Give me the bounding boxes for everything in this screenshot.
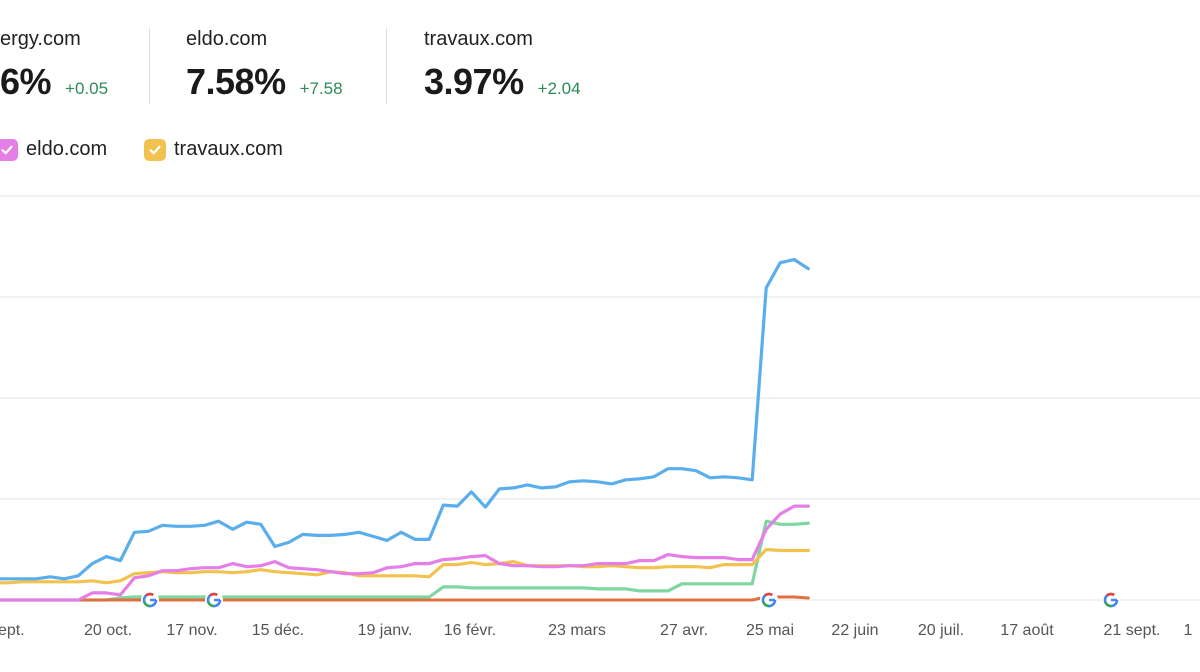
x-tick-label: 21 sept. [1104, 622, 1161, 639]
google-g-icon[interactable] [760, 591, 778, 609]
visibility-line-chart: ept. 20 oct. 17 nov. 15 déc. 19 janv. 16 févr… [0, 195, 1200, 639]
series-line [0, 519, 810, 602]
checkbox-checked-icon[interactable] [0, 138, 18, 161]
metric-delta: +7.58 [299, 79, 343, 98]
metric-value: 6% [0, 61, 52, 102]
series-line [0, 257, 810, 581]
series-line [0, 504, 810, 602]
legend-label: travaux.com [174, 138, 283, 160]
google-g-icon[interactable] [1102, 591, 1120, 609]
metric-value: 3.97% [424, 61, 524, 102]
x-tick-label: 25 mai [746, 622, 794, 639]
divider [386, 28, 387, 104]
x-tick-label: 17 nov. [166, 622, 217, 639]
x-tick-label: 27 avr. [660, 622, 708, 639]
metric-domain: eldo.com [186, 28, 268, 50]
x-tick-label: 19 janv. [358, 622, 413, 639]
metric-domain: travaux.com [424, 28, 533, 50]
checkbox-checked-icon[interactable] [144, 138, 166, 161]
legend-label: eldo.com [26, 138, 108, 160]
x-tick-label: 23 mars [548, 622, 606, 639]
x-tick-label: 16 févr. [444, 622, 496, 639]
metric-eldo: eldo.com 7.58% +7.58 [186, 28, 343, 103]
x-tick-label: 1 [1184, 622, 1193, 639]
x-tick-label: 22 juin [831, 622, 878, 639]
x-tick-label: 17 août [1000, 622, 1054, 639]
metric-travaux: travaux.com 3.97% +2.04 [424, 28, 581, 103]
google-g-icon[interactable] [141, 591, 159, 609]
metric-value: 7.58% [186, 61, 286, 102]
series-line [0, 595, 810, 602]
google-g-icon[interactable] [205, 591, 223, 609]
metric-domain: ergy.com [0, 28, 81, 50]
x-tick-label: 15 déc. [252, 622, 304, 639]
x-tick-label: ept. [0, 622, 25, 639]
divider [149, 28, 150, 104]
series-line [0, 547, 810, 585]
metric-ergy: ergy.com 6% +0.05 [0, 28, 108, 103]
x-tick-label: 20 juil. [918, 622, 964, 639]
legend-item-eldo[interactable]: eldo.com [0, 138, 107, 161]
legend-item-travaux[interactable]: travaux.com [144, 138, 283, 161]
metric-delta: +0.05 [65, 79, 109, 98]
metric-delta: +2.04 [537, 79, 581, 98]
x-tick-label: 20 oct. [84, 622, 132, 639]
